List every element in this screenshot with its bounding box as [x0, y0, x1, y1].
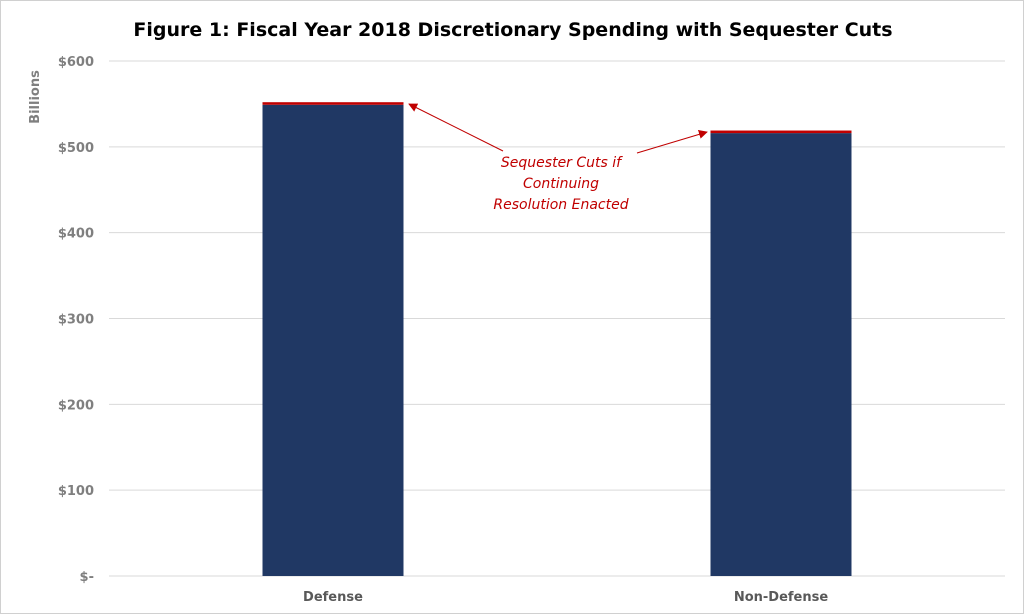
- y-tick-label: $400: [58, 227, 94, 242]
- annotation-arrow-non-defense: [636, 130, 708, 154]
- bar-defense-segment-1: [262, 102, 404, 105]
- x-category-label: Non-Defense: [734, 590, 829, 605]
- y-tick-label: $600: [58, 55, 94, 70]
- gridlines: [109, 60, 1005, 577]
- y-tick-label: $100: [58, 484, 94, 499]
- annotation-arrow-defense: [408, 103, 504, 152]
- sequester-annotation: Sequester Cuts if Continuing Resolution …: [408, 103, 708, 213]
- annotation-line-3: Resolution Enacted: [493, 197, 628, 213]
- x-axis-categories: Defense Non-Defense: [303, 590, 828, 605]
- y-tick-label: $200: [58, 398, 94, 413]
- y-axis-label: Billions: [28, 70, 43, 124]
- y-tick-label: $-: [80, 570, 94, 585]
- bar-defense-segment-0: [262, 104, 404, 577]
- annotation-line-1: Sequester Cuts if: [501, 155, 623, 171]
- annotation-line-2: Continuing: [523, 176, 599, 192]
- chart-title: Figure 1: Fiscal Year 2018 Discretionary…: [133, 19, 892, 41]
- y-tick-label: $500: [58, 141, 94, 156]
- y-tick-label: $300: [58, 313, 94, 328]
- x-category-label: Defense: [303, 590, 363, 605]
- y-axis-ticks: $- $100 $200 $300 $400 $500 $600: [58, 55, 94, 585]
- bar-non-defense-segment-1: [710, 130, 852, 134]
- bars: [262, 102, 852, 577]
- bar-non-defense-segment-0: [710, 133, 852, 576]
